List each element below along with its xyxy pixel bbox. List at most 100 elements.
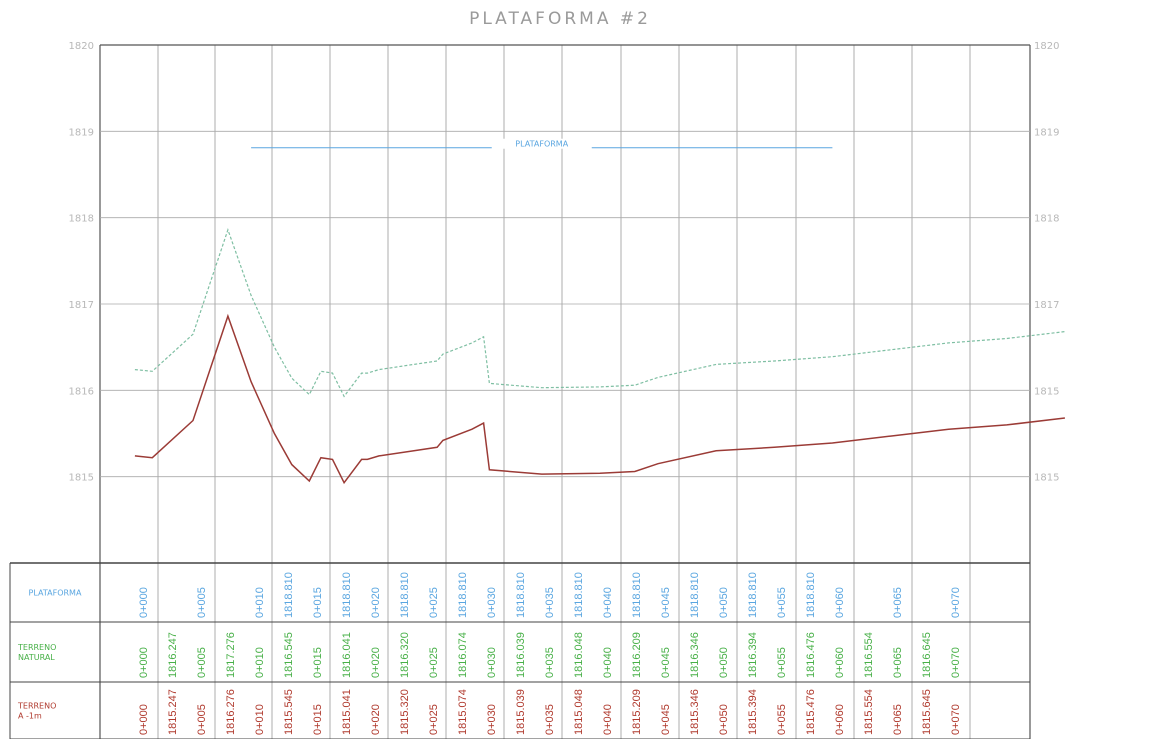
table-cell: 0+020 [370, 647, 382, 678]
y-tick-label-left: 1816 [69, 386, 94, 397]
table-cell: 0+060 [834, 587, 846, 618]
table-cell: 1816.554 [863, 632, 875, 678]
table-cell: 1816.476 [805, 632, 817, 678]
series-group: PLATAFORMA [134, 138, 1065, 485]
table-cell: 1818.810 [283, 572, 295, 618]
table-cell: 0+065 [892, 647, 904, 678]
table-cell: 1818.810 [341, 572, 353, 618]
table-cell: 1815.346 [689, 689, 701, 735]
table-cell: 1815.545 [283, 689, 295, 735]
table-cell: 1815.039 [515, 689, 527, 735]
table-cell: 1815.209 [631, 689, 643, 735]
table-cell: 0+055 [776, 587, 788, 618]
table-cell: 0+050 [718, 647, 730, 678]
table-cell: 1815.074 [457, 689, 469, 735]
table-cell: 1816.346 [689, 632, 701, 678]
table-cell: 0+005 [196, 587, 208, 618]
table-cell: 0+000 [138, 647, 150, 678]
y-tick-label-right: 1820 [1034, 41, 1059, 52]
table-cell: 1816.645 [921, 632, 933, 678]
series-line-1 [134, 313, 1065, 485]
y-tick-label-right: 1815 [1034, 386, 1059, 397]
table-cell: 0+025 [428, 704, 440, 735]
table-cell: 0+005 [196, 704, 208, 735]
table-cell: 0+035 [544, 647, 556, 678]
table-cell: 0+015 [312, 704, 324, 735]
series-label: PLATAFORMA [515, 140, 568, 149]
y-tick-label-left: 1815 [69, 473, 94, 484]
table-cell: 1816.545 [283, 632, 295, 678]
y-tick-label-right: 1818 [1034, 214, 1059, 225]
table-cell: 0+055 [776, 647, 788, 678]
series-line-2 [134, 227, 1065, 398]
table-cell: 1817.276 [225, 632, 237, 678]
table-cell: 0+055 [776, 704, 788, 735]
table-cell: 0+050 [718, 587, 730, 618]
table-cell: 1818.810 [689, 572, 701, 618]
data-table: PLATAFORMA 0+000 0+005 0+010 1818.810 0+015 18… [17, 572, 962, 735]
table-cell: 0+020 [370, 587, 382, 618]
table-row-label: TERRENO A -1m [17, 702, 56, 721]
table-cell: 0+010 [254, 704, 266, 735]
table-cell: 1818.810 [805, 572, 817, 618]
table-cell: 1815.320 [399, 689, 411, 735]
y-tick-label-right: 1815 [1034, 473, 1059, 484]
chart-title: PLATAFORMA #2 [469, 9, 651, 29]
table-cell: 0+045 [660, 647, 672, 678]
table-cell: 0+060 [834, 647, 846, 678]
table-cell: 1816.247 [167, 632, 179, 678]
table-row-label: TERRENO NATURAL [17, 643, 56, 662]
table-cell: 0+015 [312, 647, 324, 678]
table-cell: 1818.810 [515, 572, 527, 618]
y-tick-label-left: 1817 [69, 300, 94, 311]
table-cell: 1816.074 [457, 632, 469, 678]
table-cell: 0+000 [138, 587, 150, 618]
y-tick-label-right: 1817 [1034, 300, 1059, 311]
table-cell: 0+025 [428, 647, 440, 678]
table-cell: 1818.810 [631, 572, 643, 618]
table-cell: 1816.041 [341, 632, 353, 678]
table-cell: 0+010 [254, 647, 266, 678]
y-tick-label-right: 1819 [1034, 127, 1059, 138]
table-cell: 0+065 [892, 587, 904, 618]
table-cell: 1816.320 [399, 632, 411, 678]
table-cell: 0+035 [544, 704, 556, 735]
table-cell: 0+045 [660, 704, 672, 735]
table-cell: 0+025 [428, 587, 440, 618]
table-cell: 0+040 [602, 704, 614, 735]
table-cell: 1815.247 [167, 689, 179, 735]
table-cell: 0+040 [602, 647, 614, 678]
y-tick-label-left: 1820 [69, 41, 94, 52]
table-row-label: PLATAFORMA [29, 589, 82, 598]
table-cell: 1815.476 [805, 689, 817, 735]
table-cell: 1816.276 [225, 689, 237, 735]
table-cell: 1815.645 [921, 689, 933, 735]
table-cell: 1818.810 [747, 572, 759, 618]
y-tick-label-left: 1818 [69, 214, 94, 225]
table-cell: 1815.048 [573, 689, 585, 735]
table-cell: 0+045 [660, 587, 672, 618]
table-cell: 1818.810 [457, 572, 469, 618]
table-cell: 1816.394 [747, 632, 759, 678]
series-label-bg [491, 138, 592, 149]
table-cell: 0+070 [950, 587, 962, 618]
table-cell: 1815.554 [863, 689, 875, 735]
table-cell: 0+000 [138, 704, 150, 735]
grid [9, 44, 1031, 739]
table-cell: 0+030 [486, 647, 498, 678]
table-cell: 0+015 [312, 587, 324, 618]
table-cell: 1816.039 [515, 632, 527, 678]
table-cell: 0+070 [950, 704, 962, 735]
table-cell: 0+030 [486, 704, 498, 735]
table-cell: 0+070 [950, 647, 962, 678]
table-cell: 0+065 [892, 704, 904, 735]
y-tick-label-left: 1819 [69, 127, 94, 138]
table-cell: 1816.048 [573, 632, 585, 678]
table-cell: 0+030 [486, 587, 498, 618]
table-cell: 1815.041 [341, 689, 353, 735]
table-cell: 1818.810 [399, 572, 411, 618]
table-cell: 0+035 [544, 587, 556, 618]
table-cell: 0+060 [834, 704, 846, 735]
table-cell: 0+050 [718, 704, 730, 735]
